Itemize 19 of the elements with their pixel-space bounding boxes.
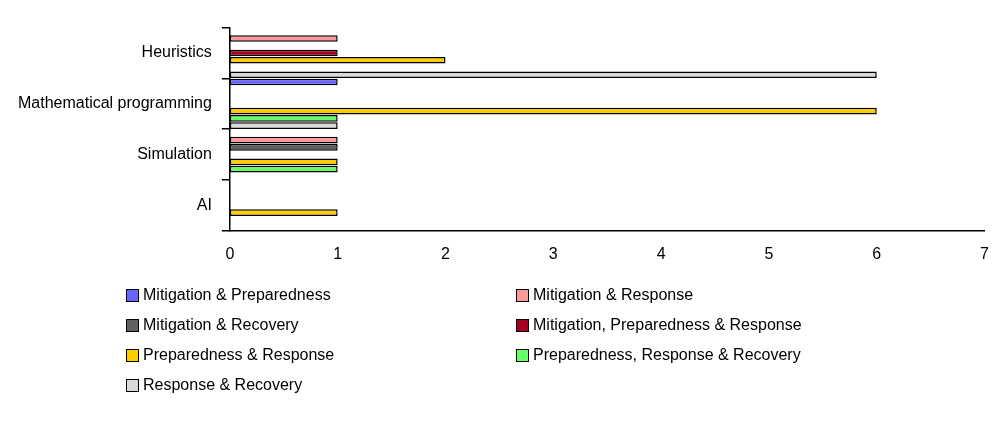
- legend-label: Response & Recovery: [143, 376, 303, 394]
- x-tick-label: 4: [656, 244, 666, 262]
- legend-label: Mitigation & Response: [533, 286, 694, 304]
- x-tick-label: 7: [980, 244, 990, 262]
- legend-label: Preparedness & Response: [143, 346, 335, 364]
- y-tick-label: Heuristics: [141, 43, 212, 61]
- y-tick-label: AI: [196, 195, 212, 213]
- x-tick-label: 5: [764, 244, 774, 262]
- y-tick-label: Mathematical programming: [17, 94, 212, 112]
- legend-label: Mitigation & Recovery: [143, 316, 299, 334]
- legend-label: Mitigation, Preparedness & Response: [533, 316, 802, 334]
- x-tick-label: 6: [872, 244, 882, 262]
- x-tick-label: 0: [225, 244, 235, 262]
- x-tick-label: 2: [441, 244, 451, 262]
- x-tick-label: 1: [333, 244, 343, 262]
- legend-label: Preparedness, Response & Recovery: [533, 346, 801, 364]
- y-tick-label: Simulation: [137, 145, 212, 163]
- legend-label: Mitigation & Preparedness: [143, 286, 331, 304]
- x-tick-label: 3: [548, 244, 558, 262]
